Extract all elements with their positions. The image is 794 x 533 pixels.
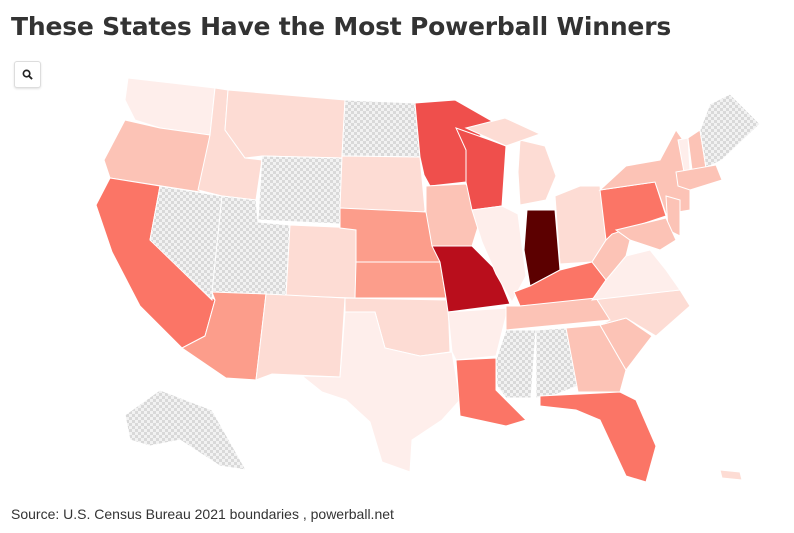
- state-md[interactable]: [614, 217, 677, 251]
- state-ar[interactable]: [447, 307, 509, 361]
- state-la[interactable]: [455, 357, 527, 427]
- search-button[interactable]: [14, 61, 41, 88]
- state-fl[interactable]: [539, 391, 657, 483]
- state-tx[interactable]: [300, 311, 461, 473]
- search-icon: [22, 69, 33, 80]
- state-nv[interactable]: [149, 185, 223, 302]
- state-ak[interactable]: [124, 389, 247, 471]
- state-ga[interactable]: [565, 324, 627, 393]
- state-il[interactable]: [471, 205, 527, 304]
- state-sne[interactable]: [675, 164, 723, 191]
- state-nm[interactable]: [255, 293, 346, 381]
- chart-title: These States Have the Most Powerball Win…: [11, 12, 671, 41]
- state-wy[interactable]: [257, 155, 343, 225]
- state-mt[interactable]: [224, 89, 346, 159]
- state-co[interactable]: [285, 224, 359, 299]
- state-sd[interactable]: [339, 155, 426, 217]
- state-mi[interactable]: [517, 139, 557, 206]
- state-miu[interactable]: [464, 117, 542, 147]
- state-al[interactable]: [535, 327, 579, 399]
- state-nc[interactable]: [595, 289, 691, 337]
- state-ks[interactable]: [354, 261, 447, 299]
- state-ms[interactable]: [495, 329, 537, 399]
- state-me[interactable]: [699, 93, 761, 169]
- state-hi[interactable]: [719, 469, 743, 481]
- us-choropleth-map: [95, 77, 761, 483]
- state-mo[interactable]: [431, 245, 511, 313]
- source-note: Source: U.S. Census Bureau 2021 boundari…: [11, 506, 394, 522]
- state-nd[interactable]: [341, 99, 421, 158]
